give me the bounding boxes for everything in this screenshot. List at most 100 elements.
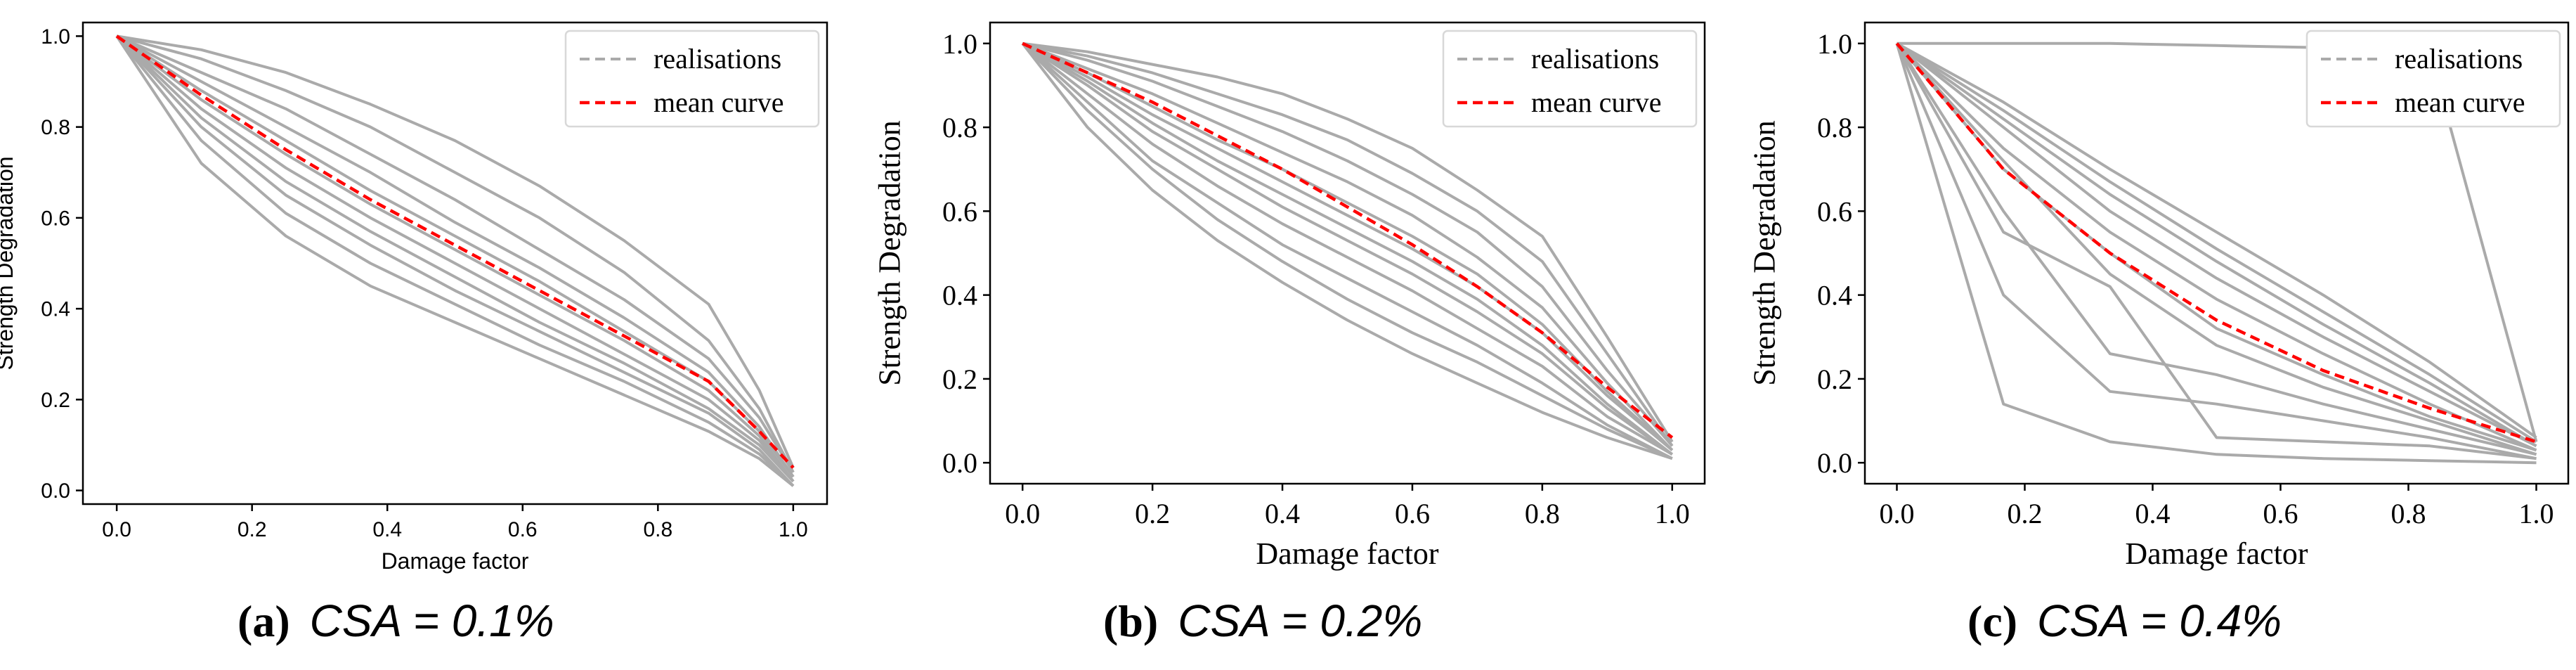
realisation-line-10 (1021, 42, 1673, 460)
y-tick-label: 1.0 (942, 28, 977, 60)
legend: realisations mean curve (1442, 30, 1698, 128)
y-tick-label: 0.2 (1817, 363, 1852, 395)
realisation-line-1 (1022, 41, 1674, 447)
x-axis-label: Damage factor (2125, 536, 2308, 571)
realisation-line-9 (115, 35, 795, 487)
legend-mean-label: mean curve (653, 86, 783, 118)
realisation-line-1 (1896, 42, 2537, 439)
realisation-line-4 (1896, 42, 2537, 448)
legend: realisations mean curve (2305, 30, 2561, 128)
realisation-line-11 (1895, 43, 2537, 465)
x-tick-label: 0.0 (1005, 498, 1040, 529)
axes-frame (82, 21, 828, 505)
panel-caption: (a) CSA = 0.1% (238, 595, 554, 646)
x-tick-label: 0.4 (1265, 498, 1300, 529)
realisation-line-6 (1895, 42, 2537, 452)
realisation-line-4 (1022, 41, 1674, 451)
realisation-line-4 (116, 34, 795, 478)
realisation-line-8 (115, 35, 795, 487)
x-tick-label: 0.2 (2008, 498, 2043, 529)
y-tick-label: 0.4 (1817, 280, 1852, 311)
y-tick-label: 0.6 (1817, 195, 1852, 227)
realisation-line-8 (1895, 42, 2537, 456)
realisation-line-5 (1022, 42, 1674, 451)
y-tick-label: 0.4 (41, 298, 70, 321)
realisation-line-10 (1895, 43, 2537, 460)
realisation-line-2 (1896, 42, 2537, 444)
realisation-line-3 (1896, 42, 2537, 448)
x-tick-label: 1.0 (2519, 498, 2554, 529)
y-tick-label: 0.6 (942, 195, 977, 227)
y-tick-label: 0.4 (942, 280, 977, 311)
realisation-line-9 (1895, 42, 2537, 460)
y-tick-label: 0.8 (41, 116, 70, 139)
realisation-line-1 (116, 34, 795, 473)
realisation-line-2 (1022, 41, 1674, 447)
x-tick-label: 0.6 (2263, 498, 2298, 529)
x-tick-label: 0.0 (1880, 498, 1915, 529)
x-tick-label: 0.4 (2135, 498, 2171, 529)
mean-curve-line (1895, 42, 2537, 444)
realisation-line-2 (116, 34, 795, 473)
y-tick-label: 1.0 (41, 25, 70, 49)
realisation-line-0 (1022, 41, 1674, 443)
legend-mean-label: mean curve (2395, 86, 2525, 118)
caption-letter: (c) (1967, 596, 2017, 646)
x-tick-label: 0.2 (238, 518, 267, 541)
mean-curve-line (1022, 41, 1674, 439)
panel-caption: (c) CSA = 0.4% (1967, 595, 2282, 646)
caption-letter: (a) (238, 596, 290, 646)
realisation-line-5 (115, 34, 795, 482)
legend-realisations-label: realisations (2395, 43, 2523, 75)
realisation-line-6 (1022, 42, 1674, 456)
realisation-line-9 (1021, 42, 1673, 460)
panel-a: 0.0 0.2 0.4 0.6 0.8 1.0 0.0 0.2 0.4 0.6 0.8 1.0 Dama… (0, 21, 828, 646)
realisation-line-10 (115, 35, 795, 487)
legend-mean-label: mean curve (1531, 86, 1661, 118)
x-tick-label: 0.6 (1395, 498, 1430, 529)
realisation-line-3 (116, 34, 795, 478)
realisation-line-6 (115, 34, 795, 482)
legend: realisations mean curve (564, 30, 820, 128)
y-tick-label: 0.8 (1817, 112, 1852, 143)
x-tick-label: 0.8 (643, 518, 672, 541)
caption-expression: CSA = 0.4% (2037, 595, 2282, 646)
y-axis-label: Strength Degradation (0, 156, 18, 370)
y-axis-label: Strength Degradation (873, 120, 907, 386)
legend-realisations-label: realisations (653, 43, 781, 75)
axes-frame (989, 21, 1706, 485)
panel-caption: (b) CSA = 0.2% (1103, 595, 1422, 646)
axes-frame (1863, 21, 2570, 485)
panel-b: 0.0 0.2 0.4 0.6 0.8 1.0 0.0 0.2 0.4 0.6 0.8 1.0 Dama… (873, 21, 1706, 646)
x-tick-label: 1.0 (779, 518, 808, 541)
caption-letter: (b) (1103, 596, 1158, 646)
realisation-line-7 (1896, 42, 2537, 456)
caption-expression: CSA = 0.1% (310, 595, 554, 646)
realisation-line-8 (1021, 42, 1673, 456)
caption-expression: CSA = 0.2% (1178, 595, 1422, 646)
x-axis-label: Damage factor (1256, 536, 1439, 571)
realisation-line-3 (1022, 41, 1674, 451)
x-tick-label: 0.0 (102, 518, 131, 541)
realisation-line-11 (1021, 42, 1673, 460)
x-axis-label: Damage factor (382, 548, 529, 574)
realisation-line-5 (1896, 42, 2537, 452)
y-tick-label: 0.6 (41, 207, 70, 230)
y-tick-label: 1.0 (1817, 28, 1852, 60)
y-tick-label: 0.0 (942, 447, 977, 479)
y-tick-label: 0.2 (41, 389, 70, 412)
legend-realisations-label: realisations (1531, 43, 1659, 75)
x-tick-label: 0.8 (1525, 498, 1560, 529)
y-axis-label: Strength Degradation (1748, 120, 1782, 386)
y-tick-label: 0.2 (942, 363, 977, 395)
x-tick-label: 0.8 (2391, 498, 2426, 529)
y-tick-label: 0.0 (1817, 447, 1852, 479)
realisation-line-7 (115, 34, 795, 483)
x-tick-label: 0.4 (372, 518, 402, 541)
x-tick-label: 0.6 (508, 518, 538, 541)
realisation-line-0 (116, 34, 795, 469)
x-tick-label: 0.2 (1135, 498, 1170, 529)
panel-c: 0.0 0.2 0.4 0.6 0.8 1.0 0.0 0.2 0.4 0.6 0.8 1.0 Dama… (1748, 21, 2570, 646)
y-tick-label: 0.8 (942, 112, 977, 143)
